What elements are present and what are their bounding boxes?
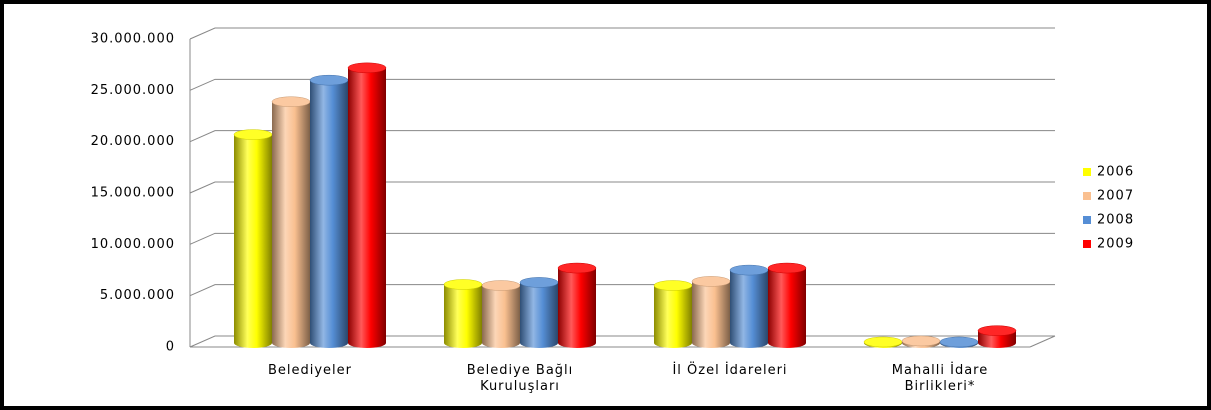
bar-top <box>557 262 597 274</box>
grid-line <box>189 130 1055 143</box>
grid-line <box>189 181 1055 194</box>
y-tick-label: 0 <box>166 340 175 355</box>
legend-swatch <box>1083 168 1091 176</box>
bar-top <box>901 335 941 347</box>
x-tick-label: Belediyeler <box>267 363 353 378</box>
bar-top <box>653 280 693 291</box>
bar-top <box>481 280 521 291</box>
bar <box>520 282 558 343</box>
bar-bottom <box>558 338 596 348</box>
bar-bottom <box>978 338 1016 348</box>
grid-line <box>189 232 1055 245</box>
legend-swatch <box>1083 216 1091 224</box>
bar-top <box>729 264 769 276</box>
bar-bottom <box>272 338 310 348</box>
legend-swatch <box>1083 240 1091 248</box>
legend-label: 2008 <box>1097 213 1134 228</box>
y-tick-label: 20.000.000 <box>91 134 175 149</box>
x-tick-label: Mahalli İdare Birlikleri* <box>891 363 989 394</box>
y-tick-label: 5.000.000 <box>100 288 175 303</box>
x-axis-depth <box>1029 335 1056 348</box>
x-tick-label: İl Özel İdareleri <box>672 363 788 378</box>
bar-bottom <box>444 338 482 348</box>
bar-bottom <box>348 338 386 348</box>
bar <box>692 281 730 343</box>
bar-top <box>233 129 273 140</box>
y-tick-label: 25.000.000 <box>91 83 175 98</box>
bar-bottom <box>730 338 768 348</box>
bar <box>272 101 310 343</box>
x-tick-label: Belediye Bağlı Kuruluşları <box>466 363 574 394</box>
legend-label: 2007 <box>1097 189 1134 204</box>
legend-label: 2006 <box>1097 165 1134 180</box>
bar-bottom <box>482 338 520 348</box>
bar-top <box>309 74 349 86</box>
bar-top <box>519 277 559 288</box>
bar-bottom <box>768 338 806 348</box>
bar <box>654 285 692 343</box>
bar-top <box>691 276 731 287</box>
bar <box>558 268 596 343</box>
bar-top <box>977 325 1017 336</box>
y-tick-label: 10.000.000 <box>91 237 175 252</box>
bar <box>444 284 482 343</box>
bar <box>234 134 272 343</box>
bar <box>482 285 520 343</box>
bar-bottom <box>234 338 272 348</box>
bar-top <box>939 336 979 348</box>
grid-line <box>189 27 1055 40</box>
bar-bottom <box>310 338 348 348</box>
bar-bottom <box>654 338 692 348</box>
y-tick-label: 30.000.000 <box>91 32 175 47</box>
bar-bottom <box>520 338 558 348</box>
bar-top <box>347 62 387 74</box>
bar <box>310 80 348 343</box>
bar <box>348 67 386 343</box>
bar-top <box>271 96 311 107</box>
bar-bottom <box>692 338 730 348</box>
bar-top <box>443 279 483 290</box>
legend-swatch <box>1083 192 1091 200</box>
legend-label: 2009 <box>1097 237 1134 252</box>
y-tick-label: 15.000.000 <box>91 186 175 201</box>
bar-top <box>767 262 807 274</box>
grid-line <box>189 78 1055 91</box>
bar-top <box>863 336 903 348</box>
bar <box>730 270 768 343</box>
bar <box>768 268 806 343</box>
